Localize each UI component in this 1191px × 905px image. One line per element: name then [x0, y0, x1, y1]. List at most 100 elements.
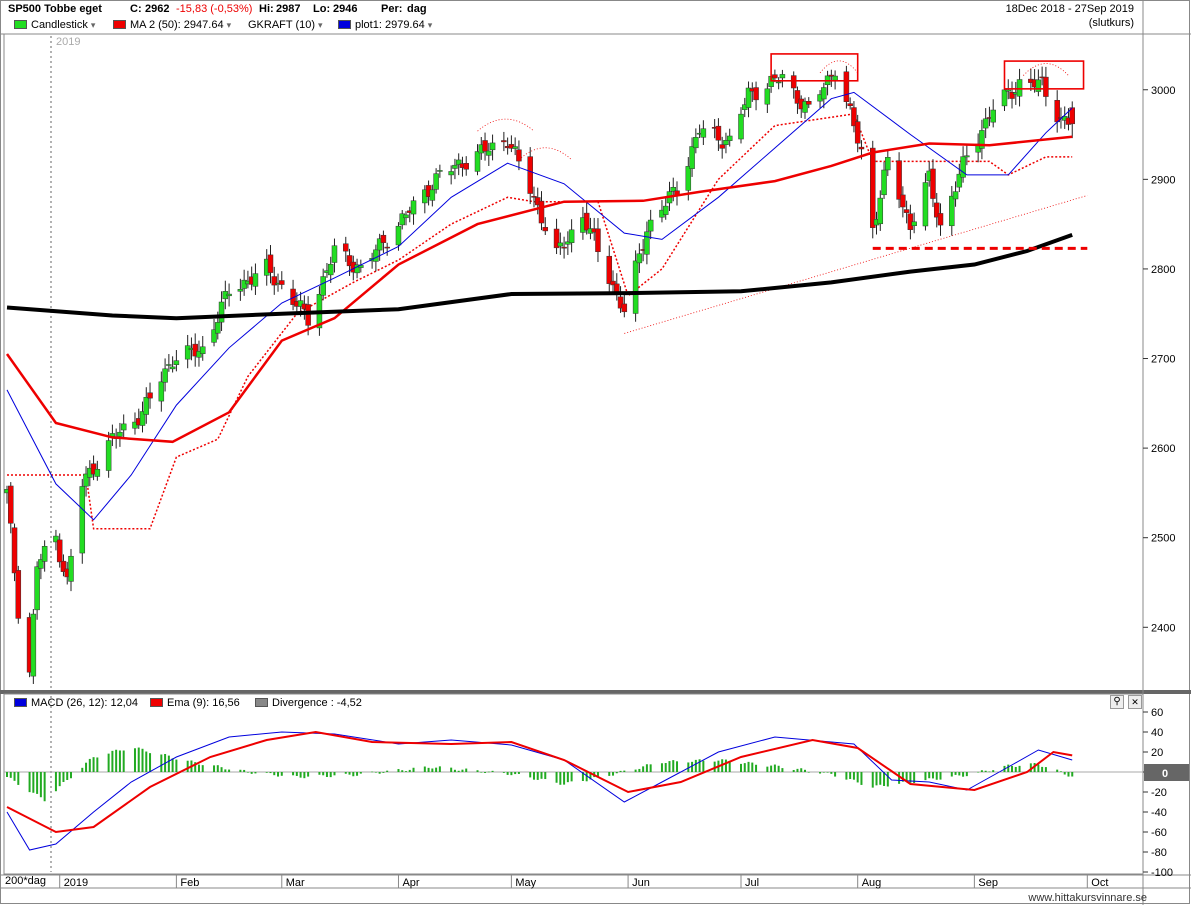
legend-macd[interactable]: MACD (26, 12): 12,04 [14, 697, 138, 709]
close-label: C: [130, 3, 142, 15]
divergence-bar [28, 772, 31, 793]
candle-body [964, 155, 970, 158]
macd-panel-frame [3, 693, 1144, 875]
magnifier-icon[interactable]: ⚲ [1110, 695, 1124, 709]
close-icon[interactable]: ✕ [1128, 695, 1142, 709]
divergence-bar [694, 759, 697, 772]
candle-body [621, 303, 628, 313]
divergence-bar [596, 772, 599, 777]
legend-plot1[interactable]: plot1: 2979.64 ▾ [338, 19, 432, 31]
divergence-bar [194, 762, 197, 772]
divergence-bar [480, 772, 483, 773]
legend-ma50[interactable]: MA 2 (50): 2947.64 ▾ [113, 19, 231, 31]
divergence-bar [939, 772, 942, 780]
chevron-down-icon[interactable]: ▾ [427, 20, 433, 30]
divergence-bar [404, 771, 407, 772]
divergence-bar [81, 767, 84, 772]
candle-body [930, 168, 936, 199]
divergence-bar [201, 765, 204, 772]
divergence-bar [476, 770, 479, 772]
divergence-bar [303, 772, 306, 779]
divergence-bar [668, 761, 671, 772]
candle-body [542, 227, 549, 232]
gkraft-line [7, 113, 1073, 530]
legend-gkraft[interactable]: GKRAFT (10) ▾ [248, 19, 323, 31]
divergence-bar [220, 767, 223, 772]
x-axis-corner-label: 200*dag [5, 875, 46, 887]
close-value: 2962 [145, 3, 170, 15]
legend-ema[interactable]: Ema (9): 16,56 [150, 697, 240, 709]
divergence-bar [254, 772, 257, 774]
divergence-bar [1014, 766, 1017, 772]
candle-body [790, 75, 797, 89]
candle-body [610, 280, 616, 286]
candles [4, 65, 1075, 684]
zero-label: 0 [1162, 768, 1168, 780]
candle-body [903, 209, 910, 213]
divergence-bar [755, 764, 758, 772]
candle-body [403, 214, 409, 219]
divergence-bar [62, 772, 65, 782]
candle-body [715, 125, 722, 141]
candle-body [8, 485, 14, 524]
divergence-bar [484, 772, 487, 773]
candle-body [380, 234, 387, 243]
candle-body [376, 238, 383, 251]
plot1-swatch [338, 20, 351, 29]
legend-candlestick[interactable]: Candlestick ▾ [14, 19, 95, 31]
macd-line [6, 731, 1073, 851]
candle-body [885, 157, 891, 171]
divergence-bar [197, 764, 200, 772]
chevron-down-icon[interactable]: ▾ [318, 20, 323, 30]
candle-body [38, 559, 44, 569]
divergence-bar [529, 772, 532, 778]
candle-body [143, 396, 150, 415]
divergence-bar [506, 772, 509, 775]
candle-body [60, 560, 67, 572]
divergence-bar [807, 772, 810, 773]
divergence-bar [374, 772, 377, 773]
period-value: dag [407, 3, 427, 15]
divergence-bar [743, 763, 746, 772]
divergence-bar [1063, 772, 1066, 775]
macd-tick-label: -80 [1151, 847, 1167, 859]
candle-body [343, 243, 349, 252]
macd-swatch [14, 698, 27, 707]
divergence-bar [773, 764, 776, 772]
legend-plot1-label: plot1: 2979.64 [355, 19, 425, 31]
divergence-bar [359, 772, 362, 774]
candle-body [474, 151, 481, 172]
divergence-bar [401, 770, 404, 772]
candle-body [226, 293, 232, 297]
candle-body [463, 163, 469, 170]
period-label: Per: [381, 3, 403, 15]
candle-body [373, 249, 379, 262]
candle-body [753, 87, 759, 101]
candle-body [501, 140, 507, 143]
divergence-bar [58, 772, 61, 787]
candle-body [1001, 89, 1008, 107]
divergence-bar [96, 757, 99, 772]
divergence-bar [958, 772, 961, 776]
divergence-bar [980, 770, 983, 772]
candle-body [565, 241, 571, 245]
chevron-down-icon[interactable]: ▾ [90, 20, 96, 30]
divergence-bar [273, 772, 276, 776]
legend-divergence[interactable]: Divergence : -4,52 [255, 697, 362, 709]
divergence-bar [1044, 767, 1047, 772]
divergence-bar [85, 762, 88, 772]
candle-body [779, 74, 786, 79]
divergence-bar [171, 758, 174, 772]
candle-body [241, 279, 247, 289]
candle-body [738, 113, 744, 140]
chevron-down-icon[interactable]: ▾ [226, 20, 232, 30]
divergence-bar [691, 761, 694, 772]
candle-body [662, 205, 669, 215]
candle-body [354, 264, 360, 274]
divergence-bar [6, 772, 8, 777]
macd-tick-label: -40 [1151, 807, 1167, 819]
divergence-bar [544, 772, 547, 780]
divergence-bar [781, 768, 784, 772]
candle-body [448, 171, 454, 176]
